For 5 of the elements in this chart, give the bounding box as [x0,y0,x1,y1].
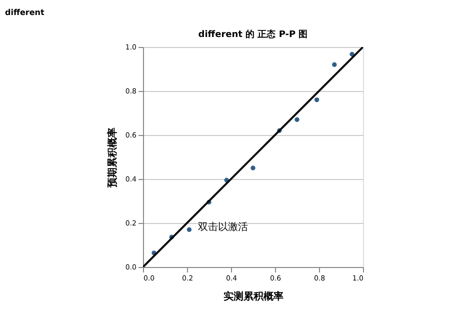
x-axis-title: 实测累积概率 [224,290,284,302]
chart-title: different 的 正态 P-P 图 [198,29,308,40]
y-axis-title: 预期累积概率 [106,128,118,188]
annotation: 双击以激活 [198,221,248,233]
text: different [5,8,44,17]
